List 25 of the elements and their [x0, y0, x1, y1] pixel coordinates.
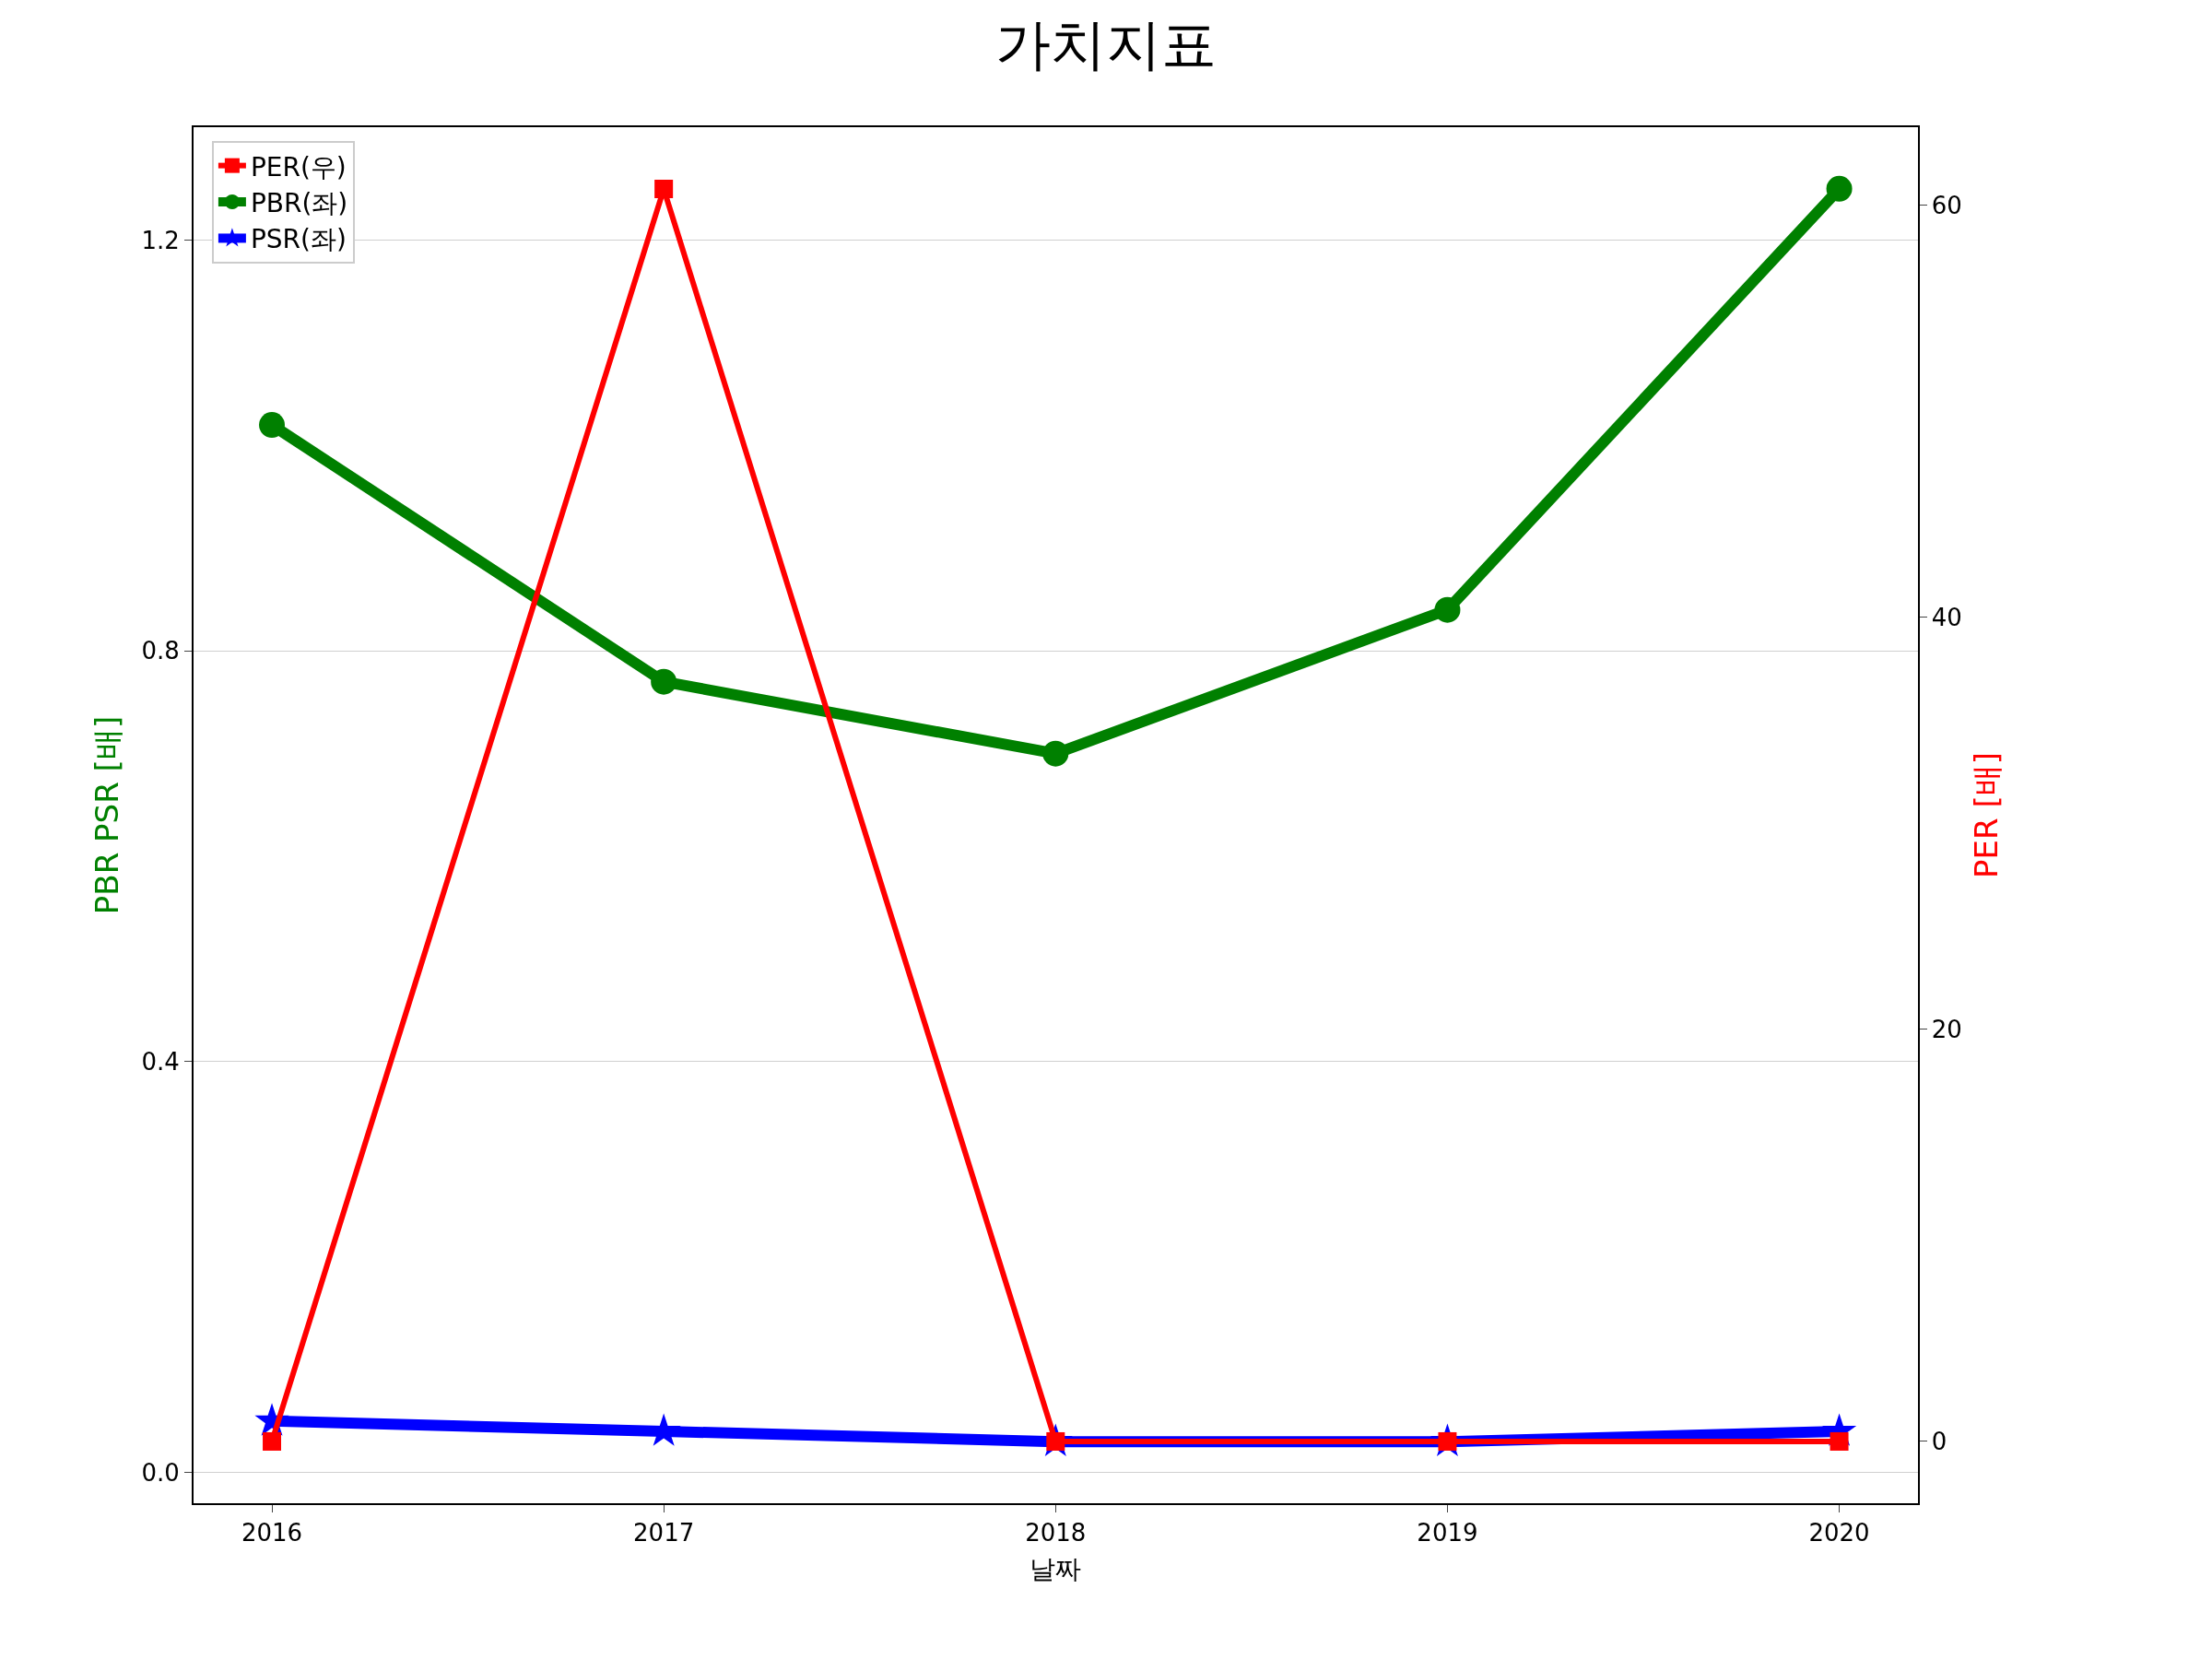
point — [259, 412, 286, 439]
x-tick-label: 2020 — [1808, 1519, 1870, 1547]
x-tick-label: 2018 — [1025, 1519, 1087, 1547]
x-axis-title: 날짜 — [1030, 1553, 1082, 1584]
x-tick-label: 2017 — [633, 1519, 695, 1547]
legend-label: PER(우) — [250, 151, 347, 182]
point — [1826, 175, 1853, 202]
y-tick-label: 0.4 — [141, 1048, 180, 1076]
y2-tick-label: 0 — [1931, 1428, 1947, 1456]
y-tick-label: 0.0 — [141, 1458, 180, 1487]
y-tick-label: 0.8 — [141, 637, 180, 665]
point — [1434, 596, 1461, 623]
legend-label: PSR(좌) — [250, 224, 347, 255]
legend-label: PBR(좌) — [250, 187, 348, 218]
point — [651, 668, 677, 695]
y2-tick-label: 60 — [1931, 192, 1962, 220]
y-axis-title: PBR PSR [배] — [88, 715, 125, 915]
y2-axis-title: PER [배] — [1967, 752, 2005, 878]
y2-tick-label: 20 — [1931, 1016, 1962, 1044]
x-tick-label: 2019 — [1417, 1519, 1478, 1547]
x-tick-label: 2016 — [241, 1519, 303, 1547]
y-tick-label: 1.2 — [141, 226, 180, 254]
chart-title: 가치지표 — [995, 12, 1217, 76]
point — [1042, 740, 1069, 767]
y2-tick-label: 40 — [1931, 604, 1962, 632]
